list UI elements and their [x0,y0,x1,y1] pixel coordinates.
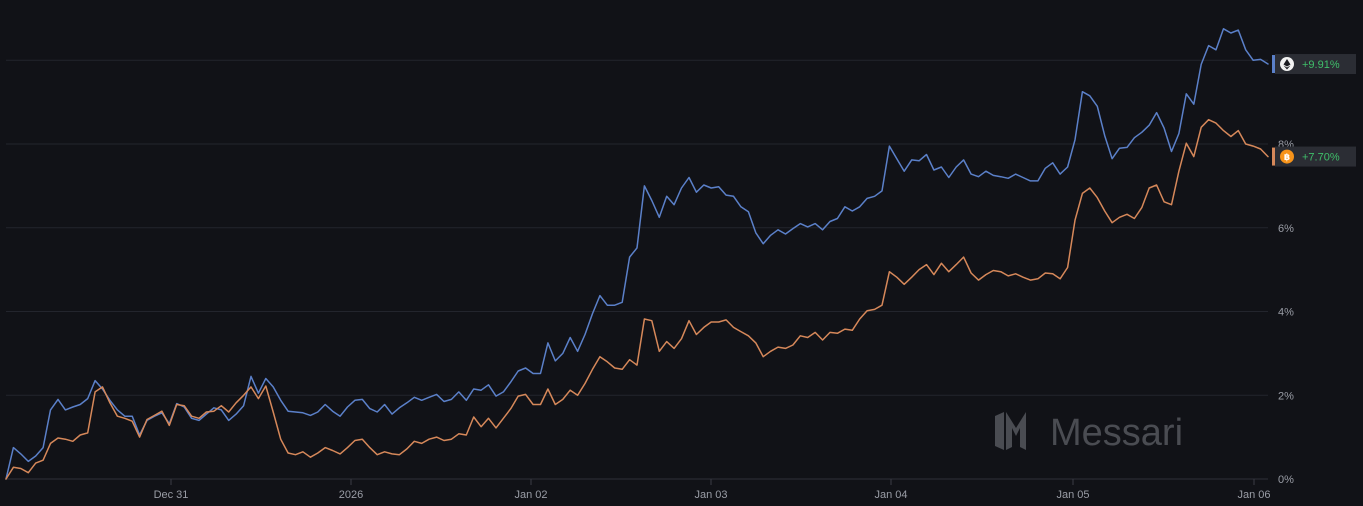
x-tick-label: Jan 04 [874,489,907,501]
badge-value: +9.91% [1302,59,1340,71]
badge-background [1275,54,1356,75]
y-tick-label: 2% [1278,390,1294,402]
x-tick-label: Jan 03 [694,489,727,501]
end-value-badges: +9.91% ฿ +7.70% [1272,54,1356,167]
x-tick-label: Jan 06 [1237,489,1270,501]
badge-color-marker [1272,147,1275,166]
x-tick-label: Jan 02 [514,489,547,501]
badge-value: +7.70% [1302,152,1340,164]
series-line-bitcoin [5,118,1269,480]
end-badge-bitcoin: ฿ +7.70% [1272,146,1356,167]
end-badge-ethereum: +9.91% [1272,54,1356,75]
grid [6,59,1268,480]
svg-text:฿: ฿ [1284,153,1290,163]
y-tick-label: 4% [1278,307,1294,319]
x-tick-label: Dec 31 [154,489,189,501]
messari-watermark: Messari [995,412,1183,454]
badge-color-marker [1272,55,1275,74]
y-tick-label: 6% [1278,223,1294,235]
x-tick-label: 2026 [339,489,363,501]
messari-logo-icon [995,412,1026,450]
y-tick-label: 0% [1278,474,1294,486]
series-group [5,28,1269,480]
bitcoin-icon: ฿ [1280,149,1294,164]
watermark-text: Messari [1050,412,1183,454]
x-axis: Dec 31 2026 Jan 02 Jan 03 Jan 04 Jan 05 Jan 06 [154,479,1271,501]
y-axis: 0%2%4%6%8% [1278,139,1294,486]
ethereum-icon [1280,57,1294,72]
badge-background [1275,146,1356,167]
x-tick-label: Jan 05 [1056,489,1089,501]
